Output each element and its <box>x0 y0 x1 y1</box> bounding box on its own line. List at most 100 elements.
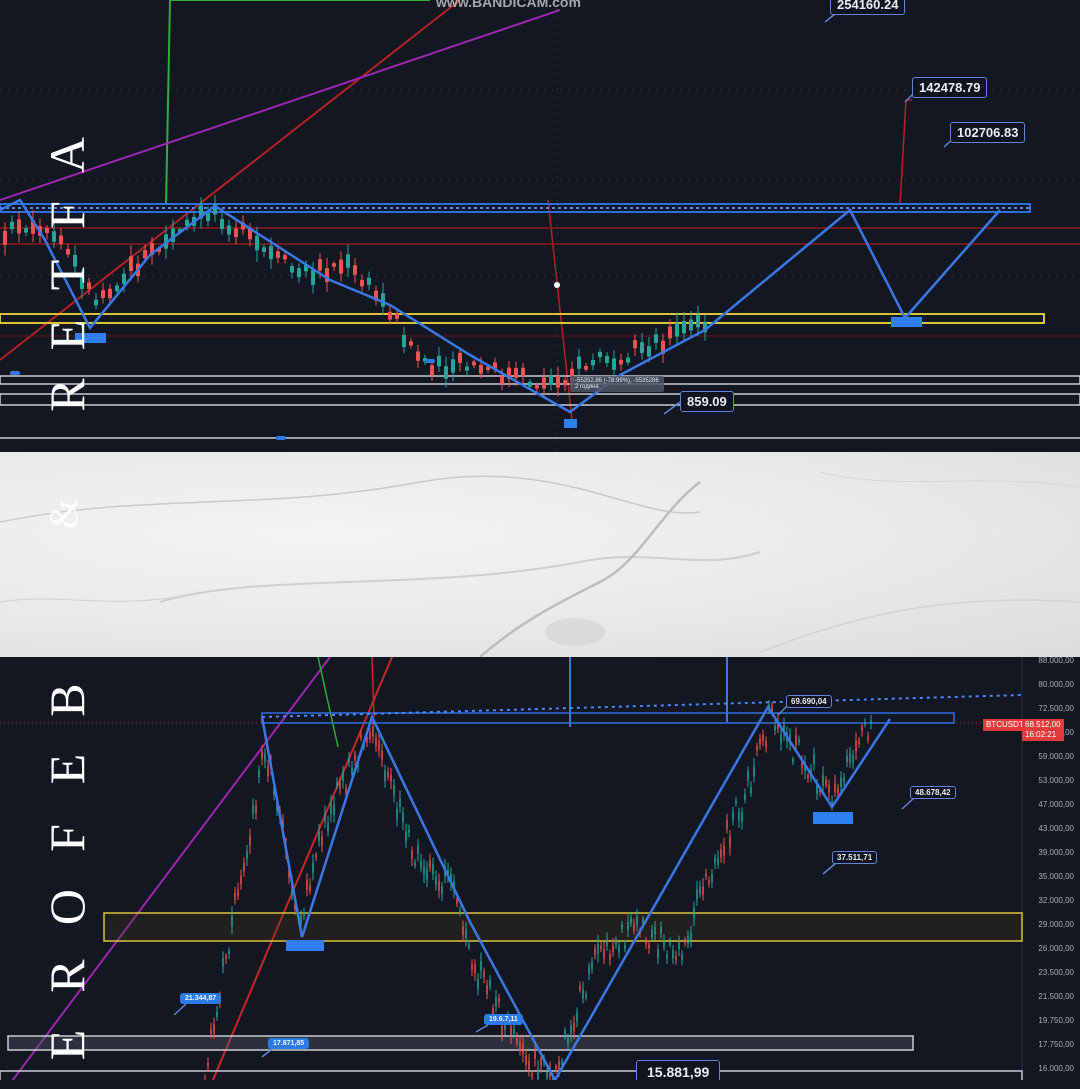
candle-body <box>339 259 343 274</box>
candle-body <box>108 288 112 299</box>
candle-body <box>579 985 581 991</box>
candle-body <box>435 876 437 885</box>
before-chart-canvas <box>0 657 1080 1080</box>
low-marker <box>564 419 577 428</box>
candle-body <box>290 266 294 273</box>
low-marker <box>75 333 106 343</box>
candle-body <box>157 248 161 252</box>
candle-body <box>3 230 7 245</box>
candle-body <box>486 366 490 370</box>
candle-body <box>171 228 175 243</box>
purple-trend-line <box>11 657 331 1080</box>
candle-body <box>540 1057 542 1066</box>
candle-body <box>399 798 401 807</box>
candle-body <box>222 958 224 967</box>
candle-body <box>220 219 224 230</box>
candle-body <box>199 205 203 219</box>
candle-body <box>714 857 716 864</box>
candle-body <box>438 881 440 891</box>
candle-body <box>387 771 389 778</box>
candle-body <box>492 1008 494 1017</box>
candle-body <box>477 978 479 989</box>
small-price-callout <box>276 436 286 440</box>
candle-body <box>234 228 238 238</box>
callout-leader <box>173 1003 187 1016</box>
candle-body <box>213 203 217 215</box>
candle-body <box>255 235 259 251</box>
candle-body <box>315 854 317 858</box>
candle-body <box>249 835 251 846</box>
candle-body <box>618 945 620 953</box>
candle-body <box>696 315 700 328</box>
candle-body <box>122 273 126 285</box>
candlestick-series <box>3 194 707 397</box>
candle-body <box>420 860 422 868</box>
candle-body <box>288 868 290 878</box>
candle-body <box>80 277 84 289</box>
candle-body <box>372 726 374 737</box>
candle-body <box>471 964 473 970</box>
resistance-dotted-line <box>261 694 1023 718</box>
candle-body <box>633 340 637 349</box>
candle-body <box>537 1068 539 1080</box>
candle-body <box>273 787 275 795</box>
candle-body <box>576 1012 578 1022</box>
grey-band <box>0 375 1080 385</box>
candle-body <box>846 755 848 763</box>
candle-body <box>483 971 485 977</box>
candle-body <box>594 948 596 955</box>
candle-body <box>474 964 476 973</box>
candle-body <box>516 1038 518 1044</box>
candle-body <box>870 720 872 724</box>
y-axis-tick: 23.500,00 <box>1038 968 1074 977</box>
candle-body <box>45 227 49 233</box>
candle-body <box>864 721 866 725</box>
candle-body <box>654 334 658 343</box>
candle-body <box>396 808 398 820</box>
side-letter: R <box>39 378 95 412</box>
y-axis-tick: 72.500,00 <box>1038 704 1074 713</box>
side-letter: F <box>39 824 95 852</box>
candle-body <box>681 954 683 961</box>
candle-body <box>465 366 469 371</box>
candle-body <box>647 346 651 357</box>
candle-body <box>606 939 608 946</box>
candle-body <box>309 884 311 892</box>
candle-body <box>546 1071 548 1078</box>
zigzag-pattern <box>260 704 892 1080</box>
candle-body <box>216 1011 218 1017</box>
candle-body <box>367 277 371 285</box>
candle-body <box>783 724 785 734</box>
green-trend-line <box>165 0 430 206</box>
candle-body <box>837 787 839 794</box>
candle-body <box>591 961 593 970</box>
candle-body <box>666 954 668 959</box>
zigzag-projection <box>0 198 1001 414</box>
candle-body <box>591 360 595 366</box>
candle-body <box>789 734 791 743</box>
candle-body <box>744 794 746 800</box>
candle-body <box>178 229 182 233</box>
grey-band <box>0 1070 1023 1080</box>
candle-body <box>570 368 574 382</box>
candle-body <box>867 736 869 741</box>
candle-body <box>720 849 722 858</box>
candle-body <box>702 886 704 895</box>
candle-body <box>441 886 443 894</box>
candle-body <box>306 879 308 890</box>
candle-body <box>513 1028 515 1034</box>
candle-body <box>381 750 383 760</box>
measure-tooltip-line1: -55352.86 (-78.99%), -5535286 <box>575 378 659 384</box>
price-callout-19617: 19.6.7,11 <box>484 1014 523 1025</box>
candle-body <box>555 1065 557 1070</box>
candle-body <box>750 787 752 794</box>
candle-body <box>437 355 441 367</box>
candle-body <box>633 924 635 931</box>
marble-vein <box>159 551 761 603</box>
price-callout-859: 859.09 <box>680 391 734 412</box>
candle-body <box>840 777 842 787</box>
candle-body <box>852 755 854 764</box>
candle-body <box>556 376 560 388</box>
candle-body <box>729 836 731 848</box>
